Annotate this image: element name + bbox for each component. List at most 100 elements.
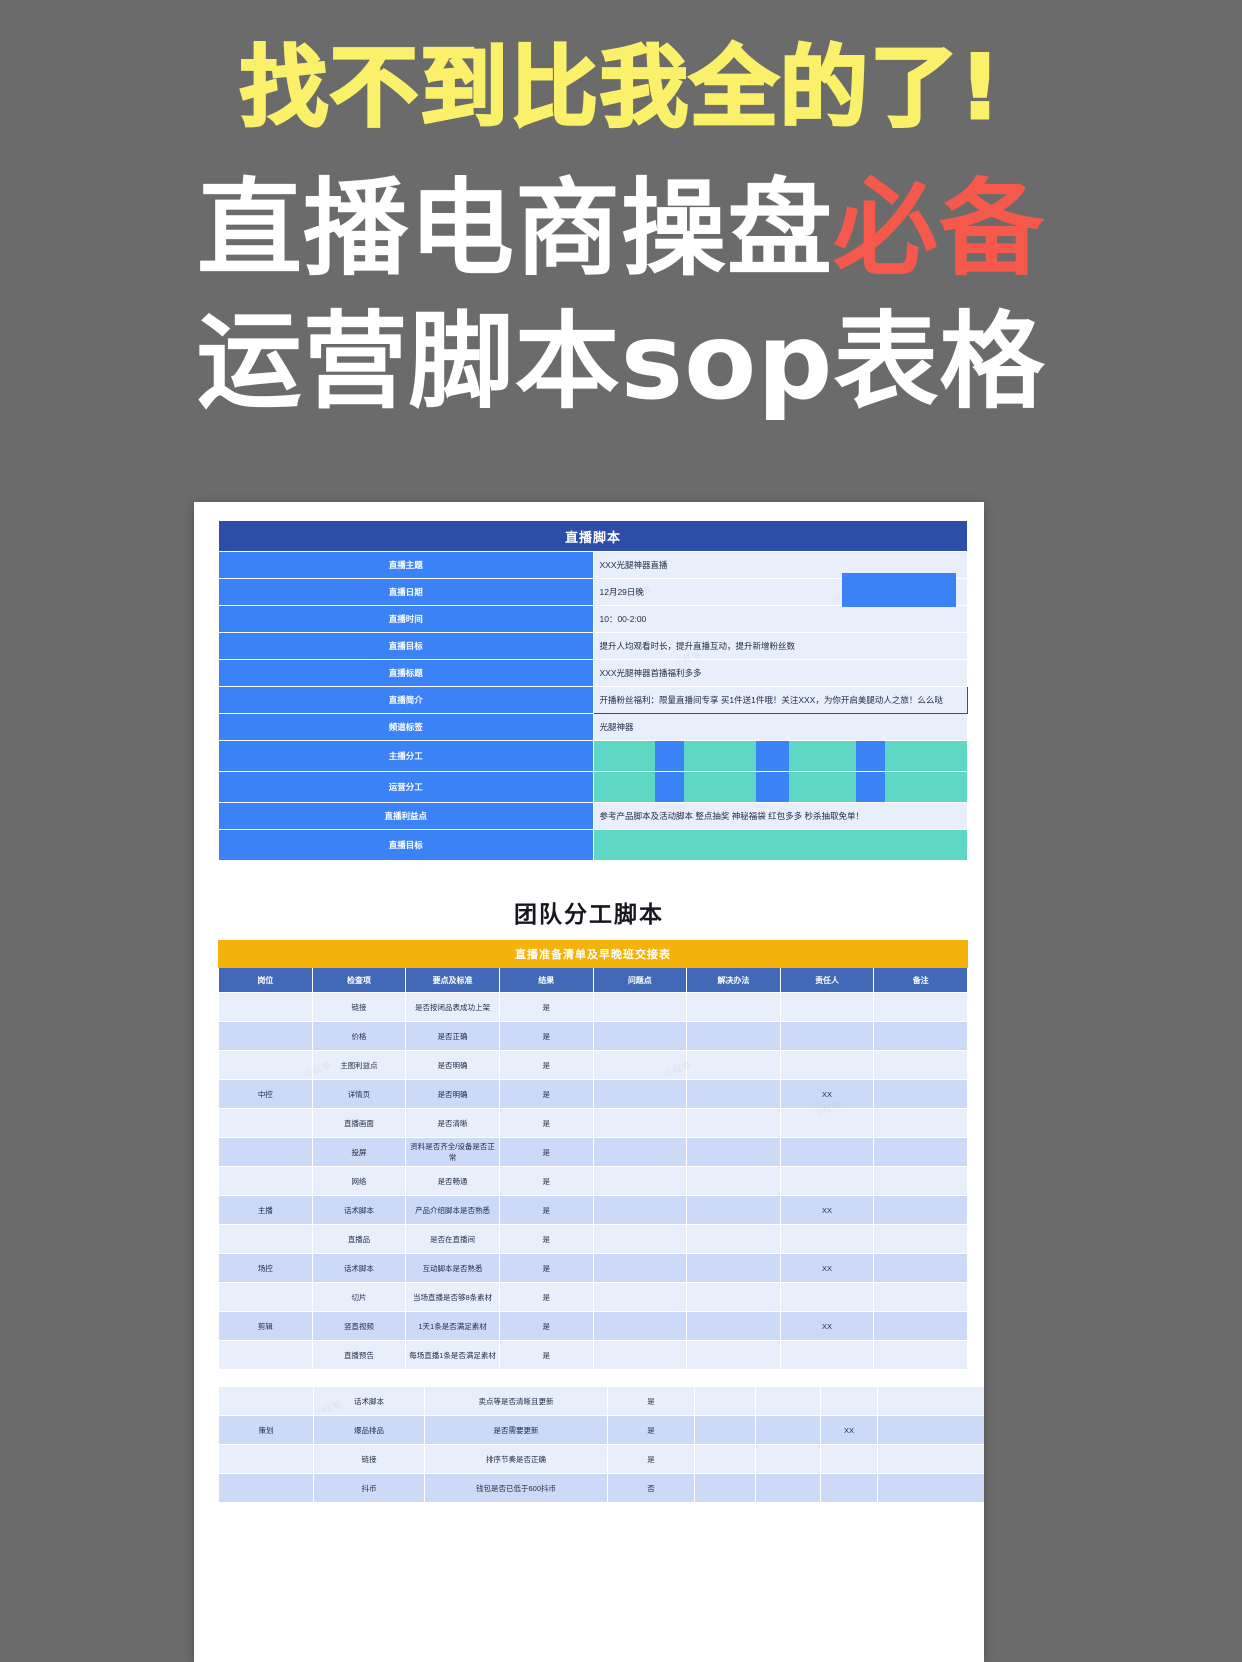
cell-solution [686, 992, 781, 1022]
cell-problem [694, 1386, 756, 1416]
cell-standard: 是否明确 [405, 1050, 500, 1080]
live-script-table: 直播脚本 直播主题 XXX光腿神器直播 直播日期 12月29日晚 直播时间 10：00-2… [218, 520, 968, 861]
cell-standard: 是否明确 [405, 1079, 500, 1109]
live-script-row-value: 光腿神器 [592, 713, 968, 741]
cell-standard: 互动脚本是否熟悉 [405, 1253, 500, 1283]
live-script-row-label: 直播目标 [218, 829, 594, 861]
cell-owner [779, 1224, 875, 1254]
assignment-segment [855, 772, 885, 802]
table-row: 场控 话术脚本 互动脚本是否熟悉是 XX [218, 1253, 968, 1283]
cell-result: 是 [498, 1079, 594, 1109]
cell-solution [686, 1050, 781, 1080]
cell-standard: 资料是否齐全/设备是否正常 [405, 1137, 500, 1167]
cell-note [873, 1108, 968, 1138]
cell-item: 主图利益点 [311, 1050, 407, 1080]
assignment-segment [755, 741, 790, 771]
cell-item: 详情页 [311, 1079, 407, 1109]
cell-result: 是 [498, 992, 594, 1022]
cell-standard: 卖点等是否清晰且更新 [424, 1386, 608, 1416]
cell-item: 切片 [311, 1282, 407, 1312]
live-script-row-label: 主播分工 [218, 740, 594, 772]
blue-highlight-box [842, 573, 956, 607]
cell-item: 网络 [311, 1166, 407, 1196]
cell-problem [592, 1253, 688, 1283]
cell-item: 抖币 [313, 1473, 425, 1503]
cell-owner: XX [820, 1415, 878, 1445]
cell-position [218, 1050, 313, 1080]
live-script-row: 直播目标 提升人均观看时长，提升直播互动，提升新增粉丝数 [218, 632, 968, 660]
cell-item: 话术脚本 [313, 1386, 425, 1416]
cell-owner [779, 1282, 875, 1312]
cell-standard: 是否正确 [405, 1021, 500, 1051]
cell-owner: XX [779, 1195, 875, 1225]
checklist-banner: 直播准备清单及早晚班交接表 [218, 940, 968, 968]
cell-owner: XX [779, 1253, 875, 1283]
cell-result: 是 [498, 1166, 594, 1196]
live-script-row-label: 直播利益点 [218, 802, 594, 830]
cell-problem [592, 1021, 688, 1051]
cell-note [873, 1282, 968, 1312]
poster-headline-second: 运营脚本sop表格 [196, 301, 1046, 424]
cell-item: 价格 [311, 1021, 407, 1051]
table-row: 中控 详情页 是否明确是 XX [218, 1079, 968, 1109]
cell-position [218, 1108, 313, 1138]
cell-solution [755, 1444, 821, 1474]
cell-owner [779, 1137, 875, 1167]
cell-position [218, 1137, 313, 1167]
cell-owner [820, 1444, 878, 1474]
table-row: 话术脚本 卖点等是否清晰且更新是 [218, 1386, 984, 1416]
live-script-row-label: 运营分工 [218, 771, 594, 803]
cell-position: 策划 [218, 1415, 314, 1445]
col-header-owner: 责任人 [779, 967, 875, 993]
cell-position: 主播 [218, 1195, 313, 1225]
cell-position [218, 992, 313, 1022]
cell-note [873, 1253, 968, 1283]
cell-note [873, 1224, 968, 1254]
live-script-row: 直播主题 XXX光腿神器直播 [218, 551, 968, 579]
cell-owner [779, 1340, 875, 1370]
cell-note [877, 1444, 984, 1474]
cell-owner [779, 1050, 875, 1080]
cell-note [873, 1021, 968, 1051]
cell-item: 直播画面 [311, 1108, 407, 1138]
cell-solution [755, 1415, 821, 1445]
cell-note [873, 1340, 968, 1370]
live-script-row-value [592, 740, 968, 772]
poster-headline-accent: 必备 [833, 167, 1046, 290]
cell-problem [592, 1340, 688, 1370]
assignment-segment [884, 772, 968, 802]
table-row: 链接 排序节奏是否正确是 [218, 1444, 984, 1474]
cell-problem [592, 1050, 688, 1080]
cell-note [873, 1079, 968, 1109]
live-script-row: 直播标题 XXX光腿神器首播福利多多 [218, 659, 968, 687]
table-row: 直播预告 每场直播1条是否满足素材是 [218, 1340, 968, 1370]
cell-standard: 是否按闭品表成功上架 [405, 992, 500, 1022]
live-script-row-label: 频道标签 [218, 713, 594, 741]
assignment-bar [593, 772, 968, 802]
live-script-row-label: 直播简介 [218, 686, 594, 714]
table-row: 主图利益点 是否明确是 [218, 1050, 968, 1080]
cell-standard: 排序节奏是否正确 [424, 1444, 608, 1474]
checklist-banner-row: 直播准备清单及早晚班交接表 [218, 940, 968, 968]
cell-owner [779, 1108, 875, 1138]
cell-result: 是 [498, 1137, 594, 1167]
col-header-item: 检查项 [311, 967, 407, 993]
cell-owner: XX [779, 1079, 875, 1109]
assignment-segment [789, 741, 856, 771]
poster-headline-main: 直播电商操盘 [196, 167, 833, 290]
cell-result: 是 [498, 1224, 594, 1254]
cell-standard: 钱包是否已低于600抖币 [424, 1473, 608, 1503]
assignment-segment [683, 772, 756, 802]
live-script-row-label: 直播主题 [218, 551, 594, 579]
assignment-segment [789, 772, 856, 802]
cell-position [218, 1166, 313, 1196]
live-script-row: 直播目标 [218, 829, 968, 861]
cell-note [873, 1166, 968, 1196]
table-row: 切片 当场直播是否够8条素材是 [218, 1282, 968, 1312]
cell-position [218, 1386, 314, 1416]
section-title: 团队分工脚本 [514, 901, 664, 928]
cell-owner: XX [779, 1311, 875, 1341]
cell-owner [779, 1021, 875, 1051]
cell-result: 是 [498, 1340, 594, 1370]
cell-note [873, 1050, 968, 1080]
